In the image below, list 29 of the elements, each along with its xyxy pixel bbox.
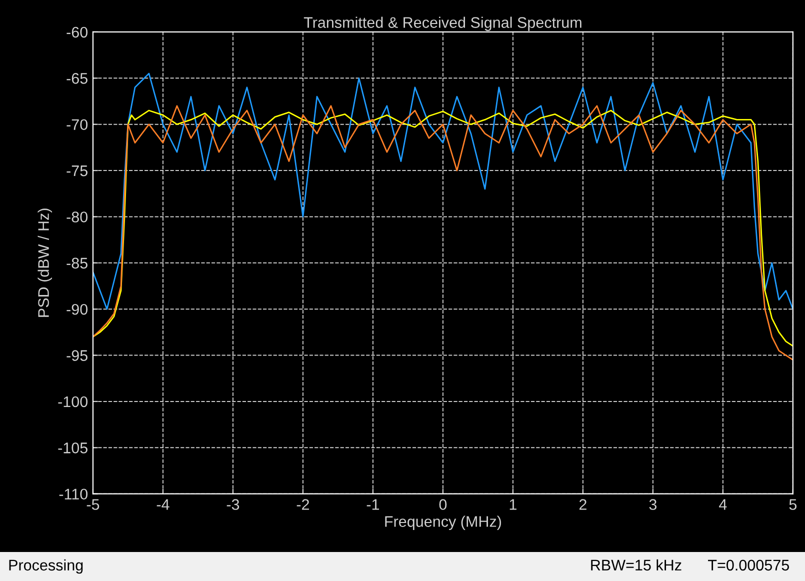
- y-tick-label: -110: [59, 488, 88, 500]
- x-tick-label: 3: [649, 499, 657, 510]
- x-tick-label: 4: [719, 499, 727, 510]
- y-tick-label: -100: [58, 396, 88, 408]
- text: Processing: [9, 559, 83, 574]
- y-axis-title: PSD (dBW / Hz): [38, 208, 52, 317]
- x-tick-label: -5: [86, 499, 100, 510]
- y-tick-label: -80: [66, 212, 88, 222]
- x-axis-title: Frequency (MHz): [385, 516, 502, 530]
- x-tick-label: 1: [510, 499, 516, 510]
- y-tick-label: -70: [66, 119, 88, 130]
- x-tick-label: 5: [789, 499, 797, 510]
- x-tick-label: 0: [439, 499, 447, 510]
- x-tick-label: -1: [366, 499, 380, 510]
- y-tick-label: -65: [66, 73, 88, 84]
- y-tick-label: -90: [66, 304, 88, 315]
- x-tick-label: 2: [579, 499, 586, 510]
- x-tick-label: -3: [226, 499, 240, 510]
- x-tick-label: -4: [156, 499, 170, 510]
- y-tick-label: -95: [66, 350, 88, 361]
- line-series: [92, 72, 793, 310]
- y-tick-label: -60: [66, 26, 88, 38]
- y-tick-label: -105: [58, 442, 88, 454]
- chart-title: Transmitted & Received Signal Spectrum: [304, 16, 582, 31]
- text: T=0.000575: [708, 560, 789, 571]
- y-tick-label: -85: [66, 258, 88, 269]
- y-tick-label: -75: [66, 166, 88, 176]
- x-tick-label: -2: [296, 499, 309, 510]
- text: RBW=15 kHz: [591, 559, 682, 571]
